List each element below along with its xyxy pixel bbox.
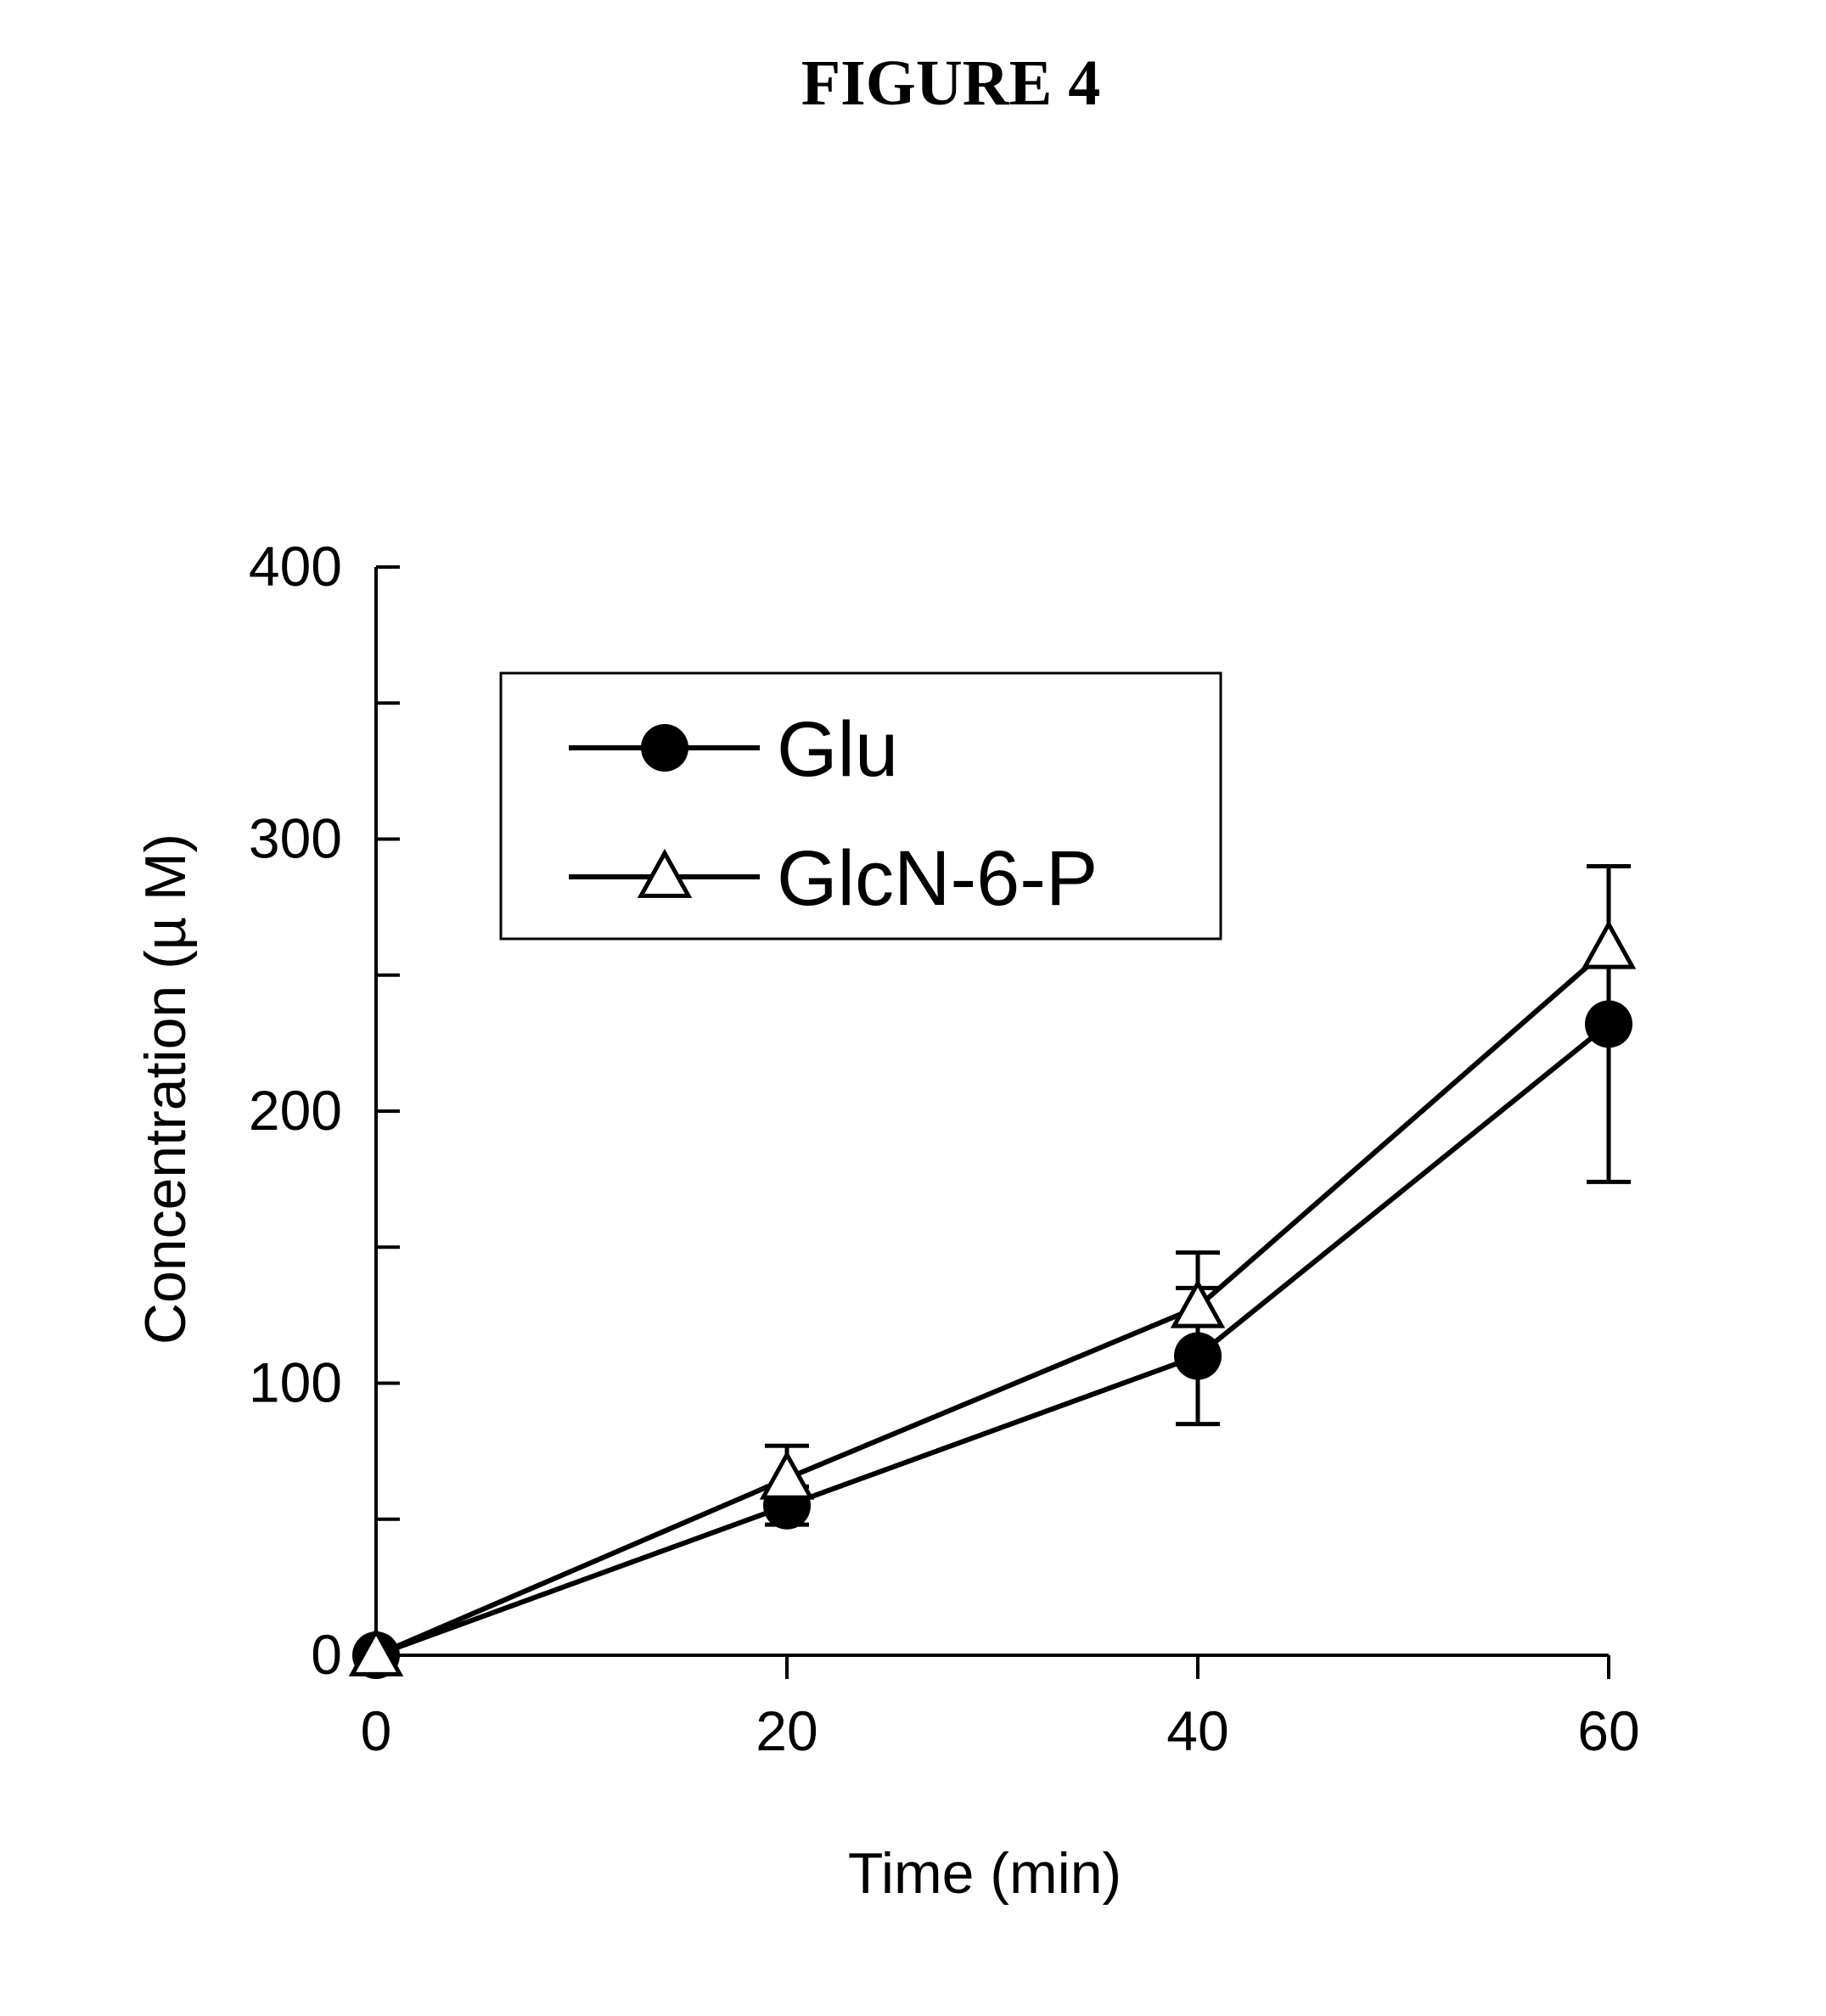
series-layer	[352, 867, 1632, 1679]
x-tick-label: 40	[1166, 1699, 1228, 1762]
series-glu	[352, 867, 1632, 1679]
y-tick-label: 200	[249, 1079, 342, 1142]
x-tick-label: 60	[1577, 1699, 1639, 1762]
series-line	[376, 948, 1609, 1655]
x-tick-label: 0	[361, 1699, 392, 1762]
y-tick-label: 400	[249, 535, 342, 598]
data-point	[1585, 924, 1632, 967]
data-point	[763, 1455, 811, 1497]
y-tick-label: 100	[249, 1351, 342, 1414]
series-glcn-6-p	[352, 867, 1632, 1675]
x-tick-label: 20	[756, 1699, 817, 1762]
y-tick-label: 300	[249, 807, 342, 870]
legend: Glu GlcN-6-P	[501, 673, 1221, 939]
series-line	[376, 1024, 1609, 1655]
x-axis-label: Time (min)	[848, 1841, 1121, 1906]
legend-label: Glu	[777, 706, 898, 793]
y-axis-label: Concentration (µ M)	[133, 834, 198, 1345]
legend-label: GlcN-6-P	[777, 835, 1098, 922]
y-tick-label: 0	[311, 1623, 342, 1686]
legend-marker	[641, 724, 688, 772]
